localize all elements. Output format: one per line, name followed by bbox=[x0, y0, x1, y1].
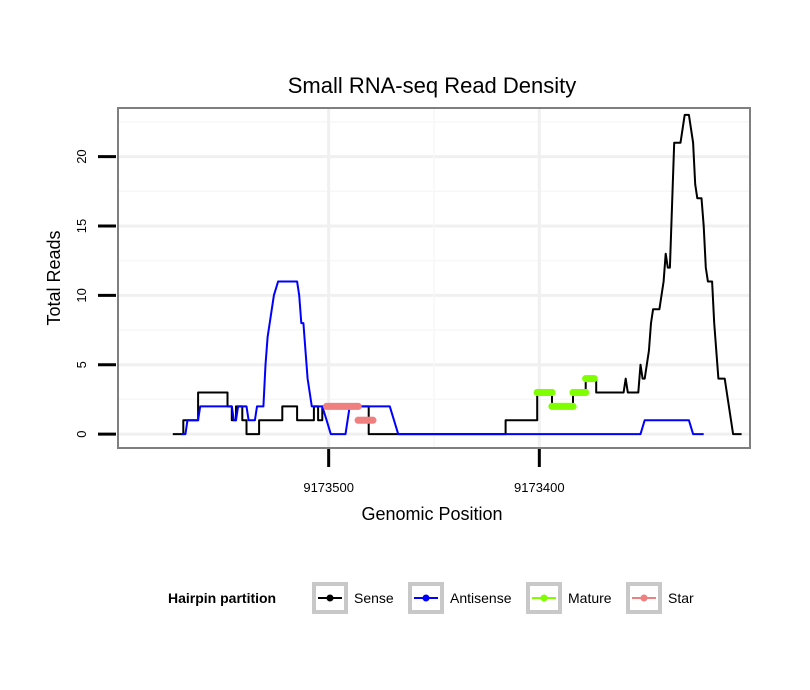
series-line-antisense bbox=[181, 280, 704, 436]
y-tick-label: 0 bbox=[74, 431, 89, 438]
x-axis: 9173500 9173400 bbox=[303, 449, 565, 495]
y-tick-label: 5 bbox=[74, 361, 89, 368]
legend-label: Star bbox=[668, 590, 694, 606]
x-tick-label: 9173400 bbox=[514, 480, 565, 495]
legend-title: Hairpin partition bbox=[168, 590, 276, 606]
series-antisense bbox=[181, 280, 704, 436]
legend-label: Antisense bbox=[450, 590, 512, 606]
series-point-mature bbox=[582, 375, 590, 383]
legend: Hairpin partition Sense Antisense Mature St… bbox=[168, 582, 694, 614]
legend-item-antisense: Antisense bbox=[408, 582, 512, 614]
series-point-mature bbox=[569, 388, 577, 397]
x-axis-title: Genomic Position bbox=[361, 504, 502, 524]
legend-key-point bbox=[326, 594, 334, 602]
chart-title: Small RNA-seq Read Density bbox=[288, 73, 577, 98]
y-tick-label: 20 bbox=[74, 149, 89, 163]
y-tick-label: 15 bbox=[74, 219, 89, 233]
x-tick-label: 9173500 bbox=[303, 480, 354, 495]
series-star bbox=[322, 402, 377, 424]
series-point-star bbox=[354, 416, 362, 424]
legend-item-mature: Mature bbox=[526, 582, 612, 614]
legend-item-sense: Sense bbox=[312, 582, 394, 614]
series-mature bbox=[533, 375, 598, 410]
y-axis-title: Total Reads bbox=[44, 230, 64, 325]
plot-panel bbox=[117, 107, 751, 449]
y-tick-label: 10 bbox=[74, 288, 89, 302]
legend-key-point bbox=[422, 594, 430, 602]
series-point-mature bbox=[533, 388, 541, 397]
legend-key-point bbox=[540, 594, 548, 602]
series-point-mature bbox=[548, 402, 556, 410]
legend-item-star: Star bbox=[626, 582, 694, 614]
legend-key-point bbox=[640, 594, 648, 602]
legend-label: Sense bbox=[354, 590, 394, 606]
series-layer bbox=[172, 113, 742, 436]
y-axis: 0 5 10 15 20 bbox=[74, 149, 116, 438]
legend-label: Mature bbox=[568, 590, 612, 606]
series-point-star bbox=[322, 402, 331, 410]
